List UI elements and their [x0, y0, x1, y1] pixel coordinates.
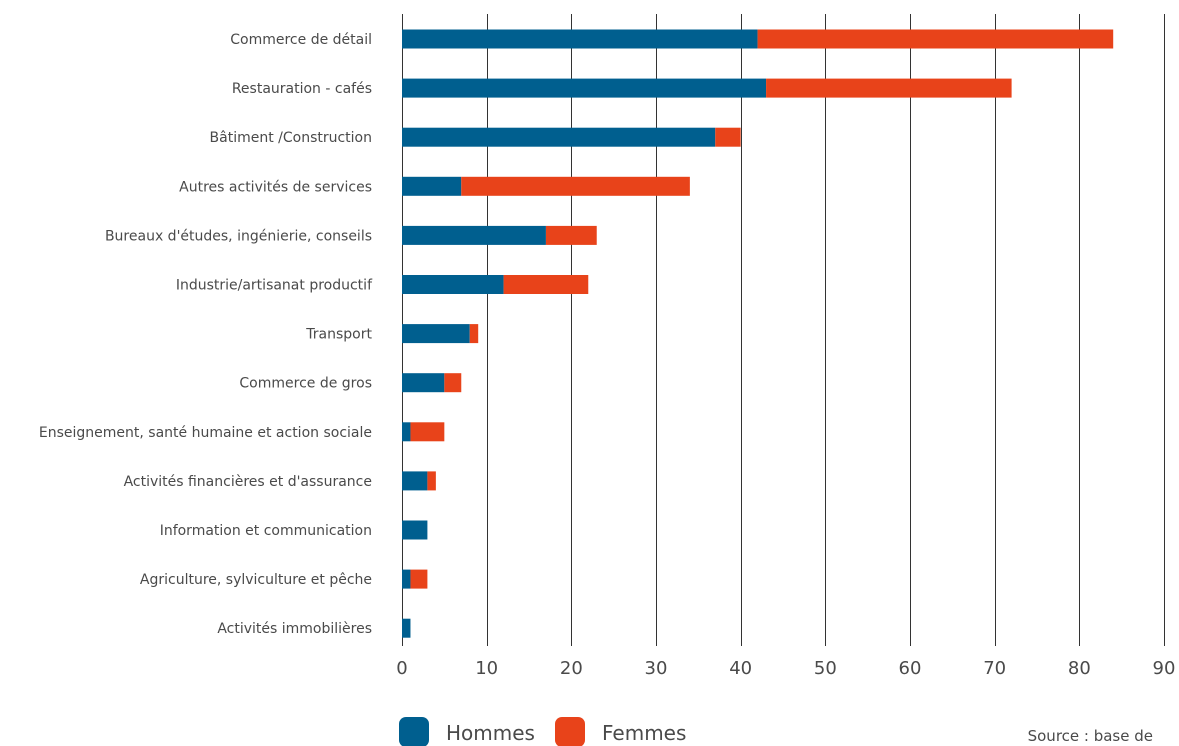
bar-femmes-1: [766, 78, 1012, 98]
bar-hommes-0: [402, 29, 758, 49]
bar-femmes-4: [545, 225, 597, 245]
bar-hommes-1: [402, 78, 767, 98]
bar-hommes-6: [402, 324, 470, 344]
legend-swatch-hommes: [399, 717, 429, 746]
category-label: Bâtiment /Construction: [210, 130, 372, 146]
bar-hommes-4: [402, 225, 546, 245]
bar-femmes-9: [427, 471, 436, 491]
bar-femmes-3: [461, 176, 690, 196]
legend-label-hommes: Hommes: [446, 721, 535, 745]
x-tick-label: 90: [1153, 658, 1176, 679]
category-label: Commerce de détail: [230, 32, 372, 48]
bar-hommes-5: [402, 275, 504, 294]
x-tick-label: 40: [729, 658, 752, 679]
bar-femmes-2: [715, 127, 741, 147]
legend-label-femmes: Femmes: [602, 721, 686, 745]
bar-femmes-11: [410, 569, 428, 589]
source-note: Source : base de: [1028, 727, 1153, 745]
bars: [402, 29, 1114, 638]
gridlines: [402, 14, 1165, 646]
x-tick-label: 30: [645, 658, 668, 679]
category-label: Activités immobilières: [217, 621, 372, 637]
bar-femmes-0: [757, 29, 1114, 49]
bar-hommes-9: [402, 471, 428, 491]
x-tick-label: 10: [475, 658, 498, 679]
category-label: Autres activités de services: [179, 179, 372, 195]
bar-hommes-10: [402, 520, 428, 540]
x-tick-label: 70: [983, 658, 1006, 679]
bar-hommes-2: [402, 127, 716, 147]
bar-femmes-5: [503, 275, 589, 294]
category-label: Commerce de gros: [239, 376, 372, 392]
category-label: Agriculture, sylviculture et pêche: [140, 572, 372, 588]
x-tick-label: 20: [560, 658, 583, 679]
bar-hommes-7: [402, 373, 445, 393]
category-label: Industrie/artisanat productif: [176, 278, 373, 294]
bar-hommes-8: [402, 422, 411, 442]
legend-swatch-femmes: [555, 717, 585, 746]
bar-femmes-6: [469, 324, 479, 344]
x-tick-label: 0: [396, 658, 407, 679]
x-tick-label: 60: [899, 658, 922, 679]
x-tick-label: 50: [814, 658, 837, 679]
bar-hommes-12: [402, 618, 411, 638]
x-tick-label: 80: [1068, 658, 1091, 679]
legend: Hommes Femmes: [399, 717, 686, 746]
bar-femmes-7: [444, 373, 462, 393]
bar-hommes-11: [402, 569, 411, 589]
category-label: Information et communication: [160, 523, 372, 539]
category-label: Restauration - cafés: [232, 81, 372, 97]
category-label: Transport: [305, 327, 372, 343]
x-tick-labels: 0 10 20 30 40 50 60 70 80 90: [396, 658, 1175, 679]
category-label: Activités financières et d'assurance: [124, 474, 372, 490]
category-label: Bureaux d'études, ingénierie, conseils: [105, 228, 372, 244]
bar-femmes-8: [410, 422, 445, 442]
category-labels: Commerce de détail Restauration - cafés Bâ…: [39, 32, 373, 637]
category-label: Enseignement, santé humaine et action so…: [39, 425, 372, 441]
bar-hommes-3: [402, 176, 462, 196]
